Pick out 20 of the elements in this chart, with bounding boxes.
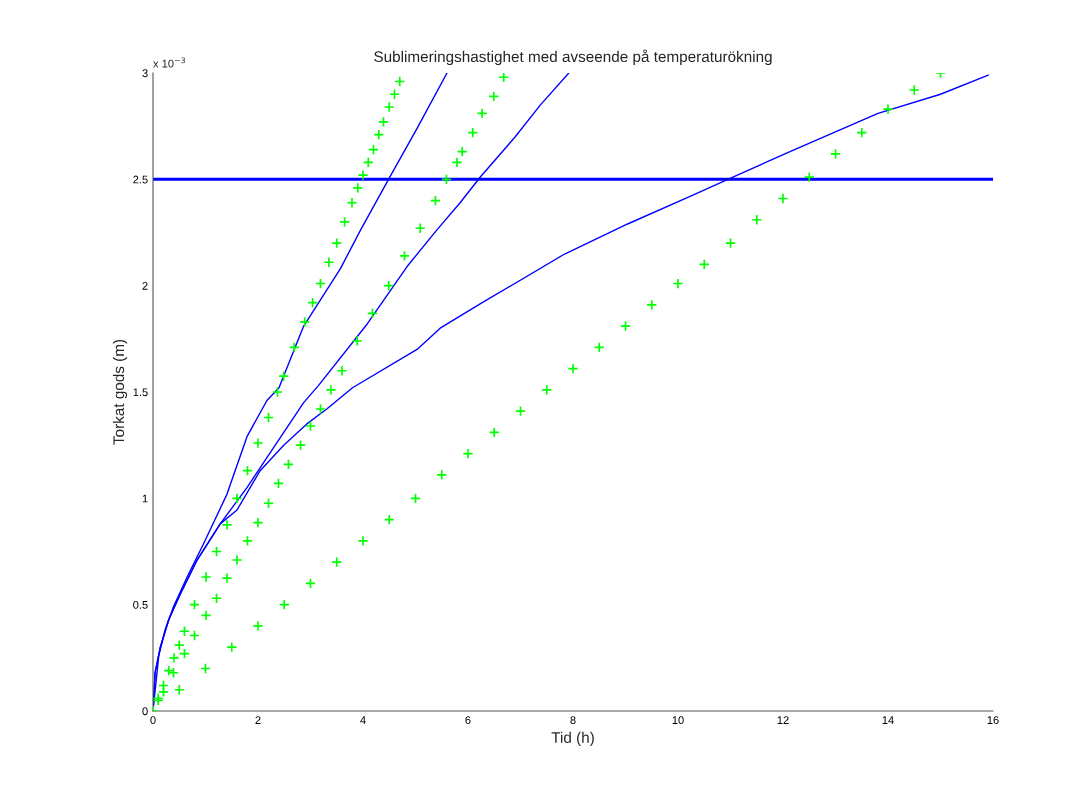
x-tick-label: 0 [150, 716, 156, 725]
y-tick-label: 3 [142, 69, 148, 78]
y-tick-label: 1 [142, 494, 148, 503]
x-axis-title: Tid (h) [551, 731, 594, 747]
y-tick-label: 0 [142, 707, 148, 716]
x-tick-label: 2 [255, 716, 261, 724]
x-tick-label: 6 [465, 716, 471, 725]
y-tick-label: 2 [142, 281, 148, 290]
x-tick-label: 12 [777, 716, 789, 724]
x-tick-label: 8 [570, 716, 576, 725]
y-axis-title: Torkat gods (m) [112, 339, 128, 445]
x-tick-label: 10 [672, 716, 684, 725]
text: x 10$^{−3}$ [153, 57, 185, 68]
y-tick-label: 0.5 [133, 600, 148, 609]
x-tick-label: 16 [987, 716, 999, 725]
y-tick-label: 1.5 [133, 388, 148, 397]
x-tick-label: 4 [360, 716, 366, 724]
chart-title: Sublimeringshastighet med avseende på temperaturökning [374, 49, 772, 66]
y-tick-label: 2.5 [133, 175, 148, 184]
x-tick-label: 14 [882, 716, 894, 724]
